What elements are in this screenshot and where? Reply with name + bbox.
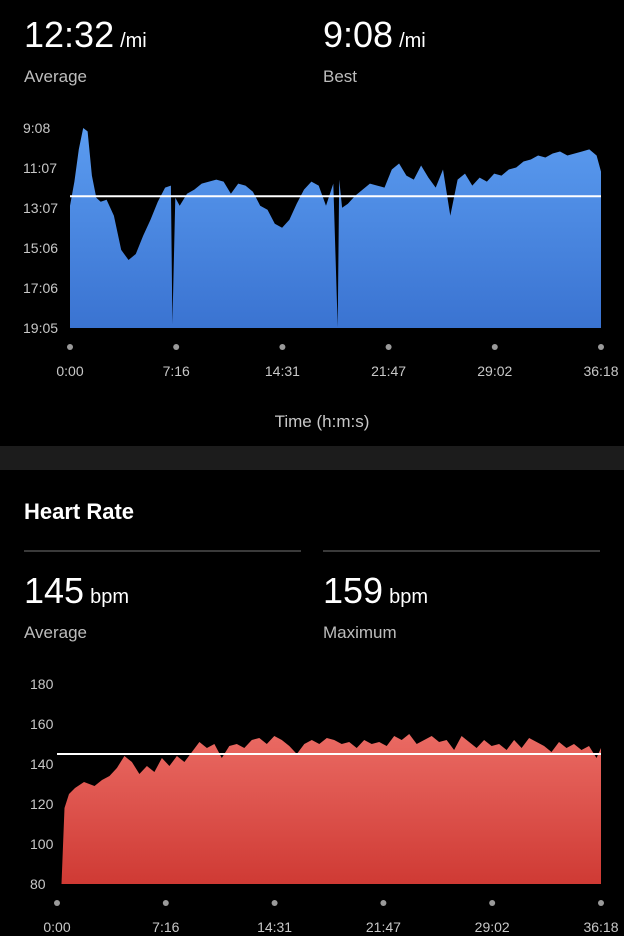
pace-x-tick-dot	[385, 344, 392, 350]
heart-rate-average-unit: bpm	[90, 586, 129, 608]
hr-y-tick-label: 180	[30, 676, 54, 692]
heart-rate-average-stat: 145 bpm Average	[24, 571, 129, 643]
pace-average-value: 12:32/mi	[24, 14, 147, 55]
hr-y-tick-label: 80	[30, 876, 46, 892]
hr-y-tick-label: 120	[30, 796, 54, 812]
pace-y-tick-label: 15:06	[23, 240, 58, 256]
pace-x-tick-label: 21:47	[371, 363, 406, 379]
pace-x-tick-dot	[491, 344, 498, 350]
heart-rate-maximum-stat: 159 bpm Maximum	[323, 571, 428, 643]
pace-average-unit: /mi	[120, 30, 147, 52]
hr-x-tick-label: 14:31	[257, 919, 292, 935]
heart-rate-divider-right	[323, 550, 600, 552]
pace-x-tick-label: 14:31	[265, 363, 300, 379]
heart-rate-average-label: Average	[24, 623, 88, 642]
pace-x-tick-label: 36:18	[583, 363, 618, 379]
hr-x-tick-label: 21:47	[366, 919, 401, 935]
pace-area	[70, 128, 601, 328]
hr-y-tick-label: 100	[30, 836, 54, 852]
pace-x-tick-dot	[598, 344, 604, 350]
pace-average-label: Average	[24, 67, 88, 86]
section-divider	[0, 446, 624, 470]
pace-y-tick-label: 19:05	[23, 320, 58, 336]
hr-x-tick-label: 29:02	[475, 919, 510, 935]
heart-rate-title: Heart Rate	[24, 499, 135, 524]
pace-y-tick-label: 17:06	[23, 280, 58, 296]
pace-best-unit: /mi	[399, 30, 426, 52]
hr-x-tick-dot	[380, 900, 387, 906]
hr-y-tick-label: 140	[30, 756, 54, 772]
pace-x-tick-label: 29:02	[477, 363, 512, 379]
pace-x-tick-label: 0:00	[56, 363, 83, 379]
pace-chart[interactable]: 9:08 11:07 13:07 15:06 17:06 19:05 0:00 7:16 14:…	[0, 0, 624, 400]
hr-x-tick-dot	[54, 900, 60, 906]
pace-average-stat: 12:32/mi Average	[24, 15, 147, 87]
hr-x-tick-dot	[489, 900, 496, 906]
heart-rate-divider-left	[24, 550, 301, 552]
hr-area	[57, 734, 601, 884]
pace-x-tick-dot	[279, 344, 286, 350]
pace-y-tick-label: 11:07	[23, 160, 57, 176]
hr-y-tick-label: 160	[30, 716, 54, 732]
hr-x-tick-label: 36:18	[583, 919, 618, 935]
hr-x-tick-dot	[271, 900, 278, 906]
pace-y-tick-label: 13:07	[23, 200, 58, 216]
heart-rate-average-value: 145 bpm	[24, 570, 129, 611]
pace-x-tick-dot	[173, 344, 180, 350]
pace-best-label: Best	[323, 67, 358, 86]
hr-x-tick-dot	[598, 900, 604, 906]
hr-x-tick-label: 7:16	[152, 919, 179, 935]
pace-x-axis-label: Time (h:m:s)	[274, 412, 370, 431]
heart-rate-maximum-value: 159 bpm	[323, 570, 428, 611]
pace-x-tick-dot	[67, 344, 73, 350]
heart-rate-maximum-label: Maximum	[323, 623, 397, 642]
pace-y-tick-label: 9:08	[23, 120, 50, 136]
hr-x-tick-label: 0:00	[43, 919, 70, 935]
pace-best-value: 9:08/mi	[323, 14, 426, 55]
pace-best-stat: 9:08/mi Best	[323, 15, 426, 87]
pace-x-tick-label: 7:16	[163, 363, 190, 379]
hr-x-tick-dot	[162, 900, 169, 906]
heart-rate-maximum-unit: bpm	[389, 586, 428, 608]
